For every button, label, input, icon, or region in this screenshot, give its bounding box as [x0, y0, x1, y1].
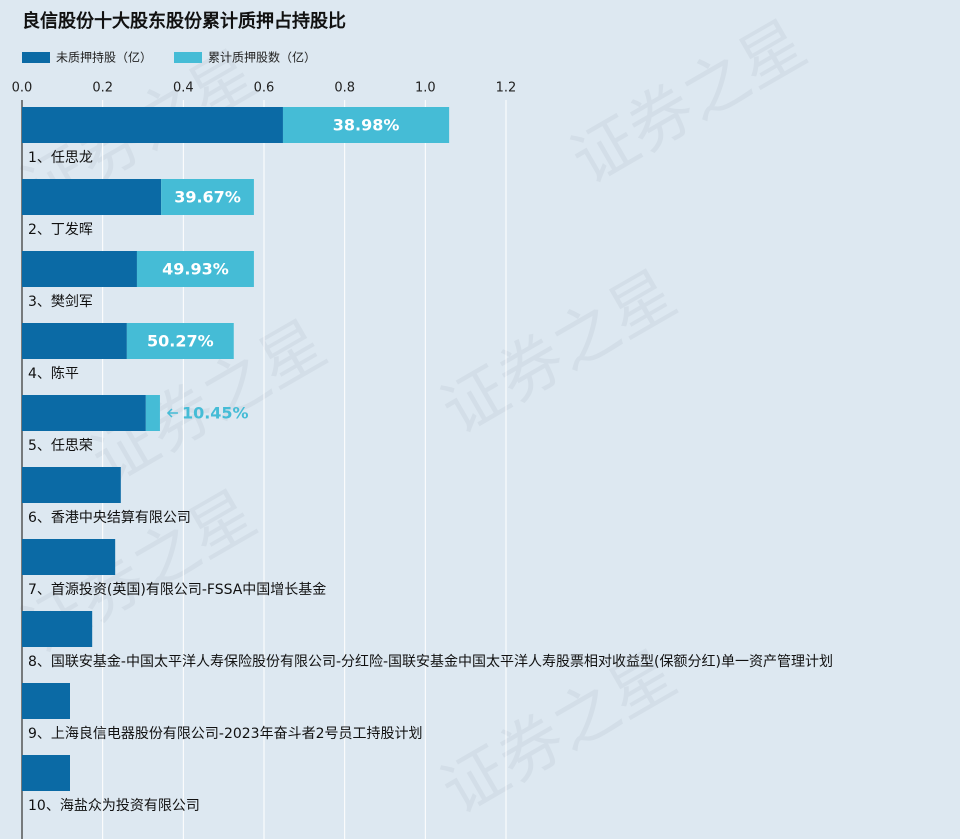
data-label: 49.93%	[162, 260, 229, 279]
bar-segment	[22, 395, 146, 431]
data-label: 39.67%	[174, 188, 241, 207]
x-tick-label: 0.0	[12, 81, 33, 96]
bar-segment	[22, 251, 137, 287]
category-label: 1、任思龙	[28, 150, 93, 166]
category-label: 3、樊剑军	[28, 294, 93, 310]
x-tick-label: 0.2	[92, 81, 113, 96]
legend-label: 未质押持股（亿）	[56, 50, 152, 65]
category-label: 7、首源投资(英国)有限公司-FSSA中国增长基金	[28, 581, 326, 598]
bar-segment	[145, 395, 160, 431]
bar-segment	[22, 467, 121, 503]
bar-segment	[126, 323, 234, 359]
watermark: 证券之星	[560, 7, 819, 199]
category-label: 10、海盐众为投资有限公司	[28, 798, 200, 814]
bar-segment	[22, 755, 70, 791]
legend-swatch	[174, 52, 202, 63]
bar-segment	[136, 251, 254, 287]
x-tick-label: 0.4	[173, 81, 194, 96]
bar-segment	[22, 179, 162, 215]
category-label: 9、上海良信电器股份有限公司-2023年奋斗者2号员工持股计划	[28, 726, 423, 742]
bar-segment	[282, 107, 450, 143]
bar-segment	[161, 179, 254, 215]
category-label: 5、任思荣	[28, 438, 93, 454]
bar-segment	[22, 323, 127, 359]
watermark: 证券之星	[430, 257, 689, 449]
category-label: 2、丁发晖	[28, 222, 93, 238]
data-label: 38.98%	[333, 116, 400, 135]
x-tick-label: 1.0	[415, 81, 436, 96]
bar-segment	[22, 539, 116, 575]
bar-segment	[22, 107, 283, 143]
legend-swatch	[22, 52, 50, 63]
legend-label: 累计质押股数（亿）	[208, 50, 316, 65]
category-label: 4、陈平	[28, 365, 79, 382]
x-tick-label: 0.8	[334, 81, 355, 96]
bar-segment	[22, 611, 93, 647]
data-label: 50.27%	[147, 332, 214, 351]
data-label: 10.45%	[182, 404, 249, 423]
chart-title: 良信股份十大股东股份累计质押占持股比	[22, 10, 346, 32]
x-tick-label: 1.2	[496, 81, 517, 96]
x-tick-label: 0.6	[254, 81, 275, 96]
category-label: 8、国联安基金-中国太平洋人寿保险股份有限公司-分红险-国联安基金中国太平洋人寿…	[28, 653, 833, 670]
bar-segment	[22, 683, 70, 719]
label-arrow	[166, 408, 178, 418]
category-label: 6、香港中央结算有限公司	[28, 510, 191, 526]
